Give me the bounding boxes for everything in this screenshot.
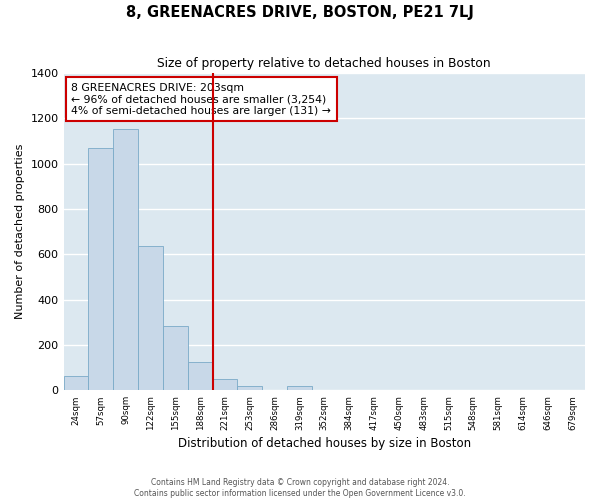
Bar (188, 362, 212, 390)
Bar (113, 128, 138, 390)
Bar (287, 386, 312, 390)
Title: Size of property relative to detached houses in Boston: Size of property relative to detached ho… (157, 58, 491, 70)
Bar (64, 376, 88, 390)
Bar (88, 148, 113, 390)
Y-axis label: Number of detached properties: Number of detached properties (15, 144, 25, 320)
Bar (212, 379, 238, 390)
Bar (238, 386, 262, 390)
Text: 8 GREENACRES DRIVE: 203sqm
← 96% of detached houses are smaller (3,254)
4% of se: 8 GREENACRES DRIVE: 203sqm ← 96% of deta… (71, 82, 331, 116)
X-axis label: Distribution of detached houses by size in Boston: Distribution of detached houses by size … (178, 437, 471, 450)
Bar (163, 326, 188, 390)
Bar (138, 246, 163, 390)
Text: Contains HM Land Registry data © Crown copyright and database right 2024.
Contai: Contains HM Land Registry data © Crown c… (134, 478, 466, 498)
Text: 8, GREENACRES DRIVE, BOSTON, PE21 7LJ: 8, GREENACRES DRIVE, BOSTON, PE21 7LJ (126, 5, 474, 20)
